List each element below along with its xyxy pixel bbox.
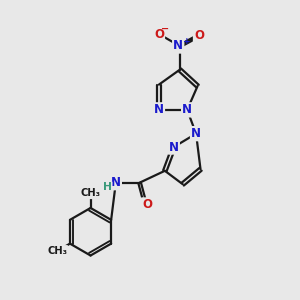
Text: O: O bbox=[154, 28, 164, 40]
Text: N: N bbox=[169, 140, 179, 154]
Text: CH₃: CH₃ bbox=[47, 246, 67, 256]
Text: N: N bbox=[154, 103, 164, 116]
Text: N: N bbox=[173, 40, 183, 52]
Text: N: N bbox=[111, 176, 121, 189]
Text: −: − bbox=[161, 24, 169, 34]
Text: O: O bbox=[194, 29, 204, 42]
Text: N: N bbox=[182, 103, 192, 116]
Text: H: H bbox=[103, 182, 112, 192]
Text: +: + bbox=[183, 37, 191, 46]
Text: O: O bbox=[142, 199, 152, 212]
Text: N: N bbox=[191, 127, 201, 140]
Text: CH₃: CH₃ bbox=[81, 188, 100, 198]
